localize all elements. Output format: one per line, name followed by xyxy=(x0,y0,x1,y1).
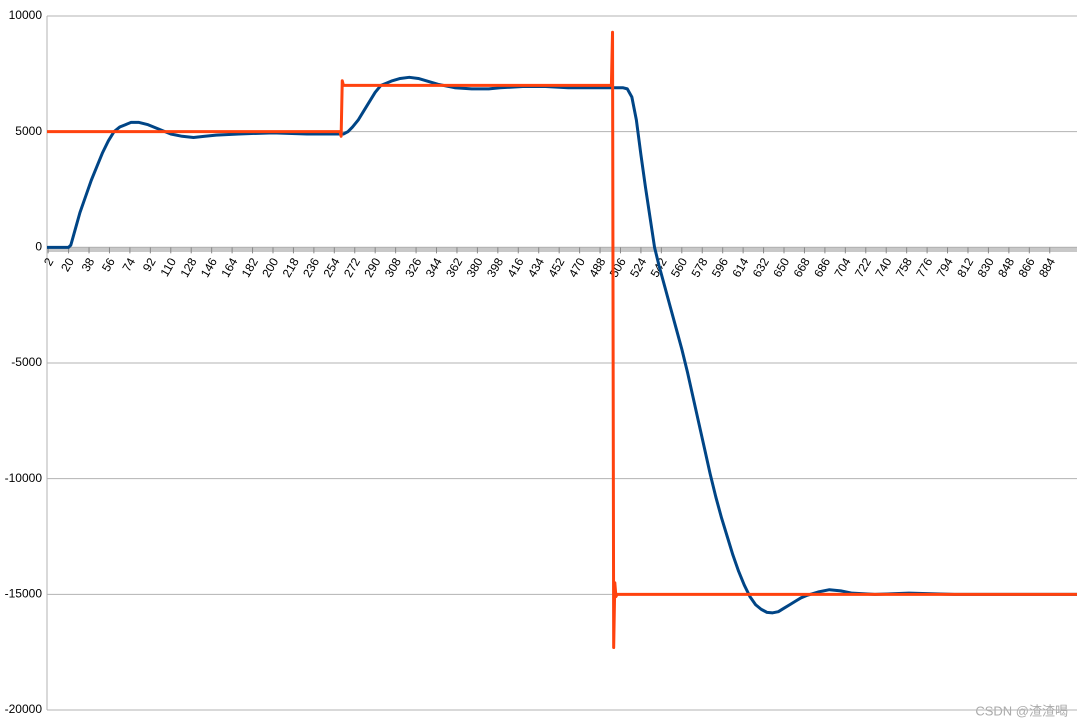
y-tick-label: 0 xyxy=(35,240,42,254)
line-series xyxy=(47,75,1077,615)
y-tick-label: -5000 xyxy=(11,355,42,369)
minor-tick-band xyxy=(47,247,1077,252)
x-tick-label: 38 xyxy=(79,255,98,274)
y-tick-label: 5000 xyxy=(15,124,42,138)
x-tick-label: 74 xyxy=(119,255,138,274)
y-tick-label: -15000 xyxy=(5,587,43,601)
line-series xyxy=(47,30,1077,650)
y-tick-label: -10000 xyxy=(5,471,43,485)
x-tick-label: 56 xyxy=(99,255,118,274)
watermark: CSDN @渣渣喝 xyxy=(975,703,1068,718)
y-tick-label: -20000 xyxy=(5,702,43,716)
x-tick-label: 92 xyxy=(140,255,159,274)
y-tick-label: 10000 xyxy=(9,8,43,22)
x-tick-label: 20 xyxy=(58,255,77,274)
